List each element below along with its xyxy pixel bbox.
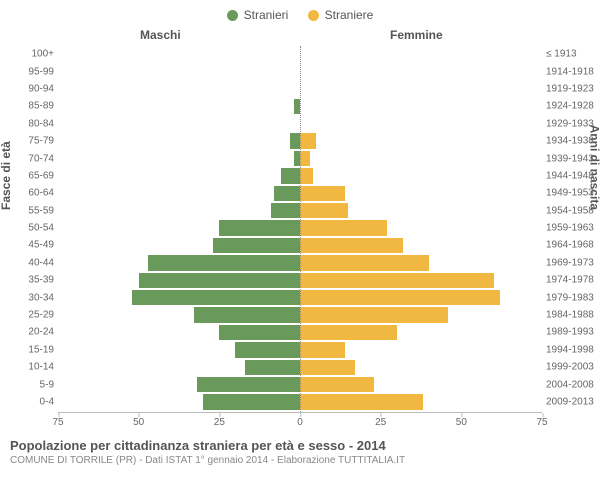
- bar-male: [132, 290, 300, 305]
- bar-male: [203, 394, 300, 409]
- birth-year-label: 1979-1983: [546, 292, 594, 303]
- bar-male: [274, 186, 300, 201]
- age-label: 95-99: [28, 66, 54, 77]
- age-label: 15-19: [28, 344, 54, 355]
- bar-female: [300, 220, 387, 235]
- age-label: 85-89: [28, 101, 54, 112]
- bar-female: [300, 394, 423, 409]
- legend-label-female: Straniere: [325, 8, 374, 22]
- bar-female: [300, 325, 397, 340]
- age-label: 100+: [31, 49, 54, 60]
- bar-female: [300, 133, 316, 148]
- bar-male: [194, 307, 300, 322]
- bar-male: [219, 220, 300, 235]
- birth-year-label: 2004-2008: [546, 379, 594, 390]
- bar-female: [300, 342, 345, 357]
- legend-label-male: Stranieri: [244, 8, 289, 22]
- x-tick: 50: [133, 417, 144, 428]
- bar-female: [300, 238, 403, 253]
- bar-male: [148, 255, 300, 270]
- chart-footer: Popolazione per cittadinanza straniera p…: [0, 434, 600, 466]
- bar-male: [235, 342, 300, 357]
- age-label: 10-14: [28, 362, 54, 373]
- chart-title: Popolazione per cittadinanza straniera p…: [10, 438, 590, 453]
- birth-year-label: 1924-1928: [546, 101, 594, 112]
- age-label: 0-4: [40, 397, 54, 408]
- birth-year-label: 1919-1923: [546, 83, 594, 94]
- birth-year-label: 1944-1948: [546, 170, 594, 181]
- population-pyramid-chart: Stranieri Straniere Maschi Femmine Fasce…: [0, 0, 600, 500]
- x-axis: 7550250255075: [58, 412, 542, 434]
- birth-year-label: 1984-1988: [546, 310, 594, 321]
- birth-year-label: 1964-1968: [546, 240, 594, 251]
- y-axis-label-left: Fasce di età: [0, 141, 13, 210]
- legend: Stranieri Straniere: [0, 0, 600, 28]
- birth-year-label: 1969-1973: [546, 257, 594, 268]
- birth-year-label: 1929-1933: [546, 118, 594, 129]
- age-label: 45-49: [28, 240, 54, 251]
- plot-area: 100+≤ 191395-991914-191890-941919-192385…: [58, 46, 542, 434]
- bar-male: [290, 133, 300, 148]
- birth-year-label: ≤ 1913: [546, 49, 577, 60]
- bar-male: [197, 377, 300, 392]
- age-label: 25-29: [28, 310, 54, 321]
- bar-female: [300, 255, 429, 270]
- birth-year-label: 1994-1998: [546, 344, 594, 355]
- birth-year-label: 2009-2013: [546, 397, 594, 408]
- bar-female: [300, 290, 500, 305]
- center-line: [300, 46, 301, 412]
- bar-female: [300, 151, 310, 166]
- birth-year-label: 1999-2003: [546, 362, 594, 373]
- chart-subtitle: COMUNE DI TORRILE (PR) - Dati ISTAT 1° g…: [10, 455, 590, 466]
- bar-female: [300, 307, 448, 322]
- bar-male: [245, 360, 300, 375]
- age-label: 55-59: [28, 205, 54, 216]
- x-tick: 25: [375, 417, 386, 428]
- birth-year-label: 1914-1918: [546, 66, 594, 77]
- age-label: 80-84: [28, 118, 54, 129]
- birth-year-label: 1989-1993: [546, 327, 594, 338]
- bar-female: [300, 168, 313, 183]
- age-label: 35-39: [28, 275, 54, 286]
- legend-swatch-female: [308, 10, 319, 21]
- x-tick: 75: [52, 417, 63, 428]
- age-label: 20-24: [28, 327, 54, 338]
- age-label: 70-74: [28, 153, 54, 164]
- column-header-female: Femmine: [390, 28, 443, 42]
- age-label: 50-54: [28, 223, 54, 234]
- age-label: 60-64: [28, 188, 54, 199]
- age-label: 5-9: [40, 379, 54, 390]
- birth-year-label: 1959-1963: [546, 223, 594, 234]
- age-label: 65-69: [28, 170, 54, 181]
- legend-item-male: Stranieri: [227, 8, 289, 22]
- bar-male: [281, 168, 300, 183]
- bar-male: [213, 238, 300, 253]
- birth-year-label: 1934-1938: [546, 136, 594, 147]
- x-tick: 0: [297, 417, 303, 428]
- birth-year-label: 1939-1943: [546, 153, 594, 164]
- x-tick: 75: [536, 417, 547, 428]
- bar-male: [271, 203, 300, 218]
- bar-female: [300, 273, 494, 288]
- bar-female: [300, 377, 374, 392]
- column-headers: Maschi Femmine: [0, 28, 600, 46]
- bar-female: [300, 360, 355, 375]
- birth-year-label: 1974-1978: [546, 275, 594, 286]
- legend-swatch-male: [227, 10, 238, 21]
- bar-female: [300, 203, 348, 218]
- age-label: 75-79: [28, 136, 54, 147]
- column-header-male: Maschi: [140, 28, 181, 42]
- birth-year-label: 1954-1958: [546, 205, 594, 216]
- bar-female: [300, 186, 345, 201]
- bar-male: [219, 325, 300, 340]
- birth-year-label: 1949-1953: [546, 188, 594, 199]
- x-tick: 25: [214, 417, 225, 428]
- bar-male: [139, 273, 300, 288]
- age-label: 30-34: [28, 292, 54, 303]
- age-label: 90-94: [28, 83, 54, 94]
- age-label: 40-44: [28, 257, 54, 268]
- legend-item-female: Straniere: [308, 8, 374, 22]
- x-tick: 50: [456, 417, 467, 428]
